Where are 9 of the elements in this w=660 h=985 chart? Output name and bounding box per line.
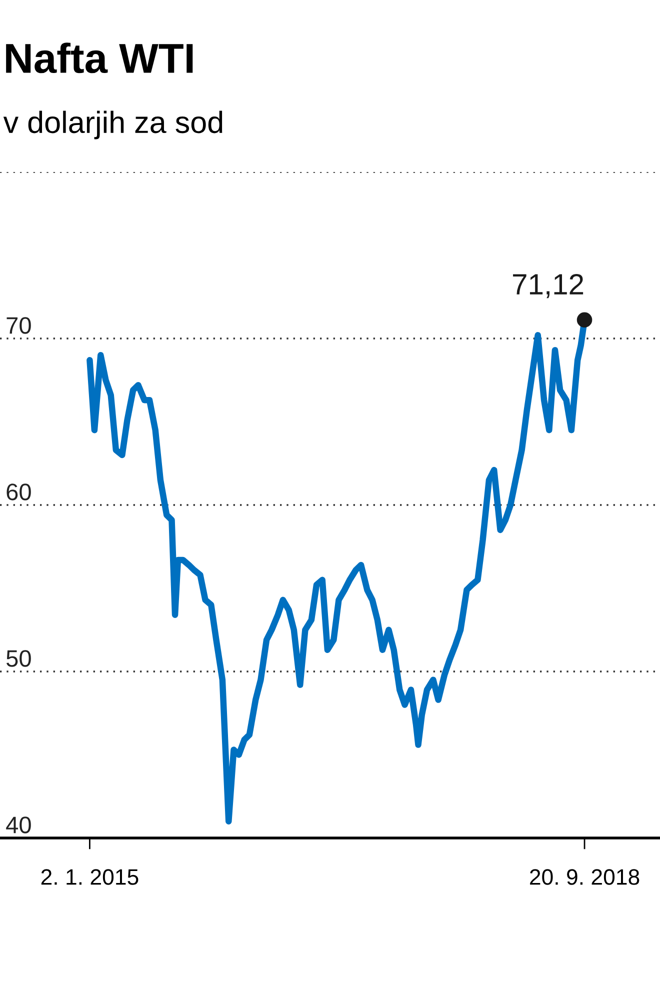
x-tick-label: 20. 9. 2018 [530,869,640,885]
y-tick-label: 70 [6,317,31,334]
chart-title: Nafta WTI [6,42,193,74]
chart-subtitle: v dolarjih za sod [3,110,222,140]
annotation: 71,12 [513,274,584,298]
y-tick-label: 60 [6,484,31,500]
y-tick-label: 50 [6,650,31,667]
x-tick-label: 2. 1. 2015 [41,869,138,885]
y-tick-label: 40 [6,816,31,834]
